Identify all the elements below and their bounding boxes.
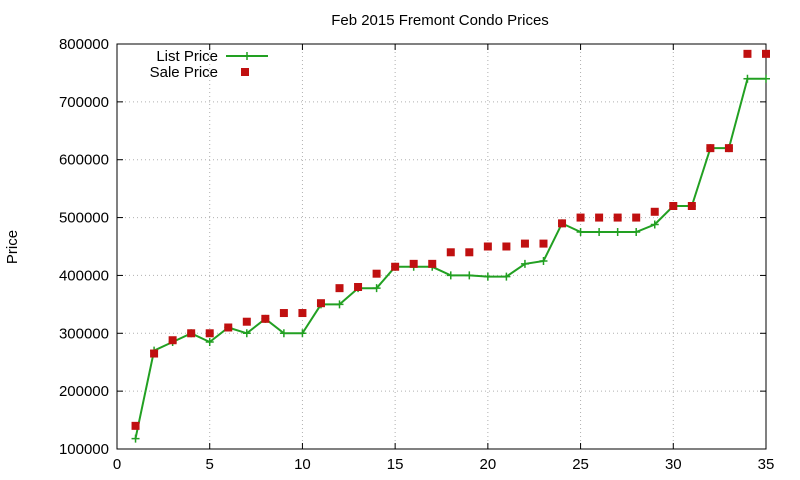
- y-tick-label: 200000: [59, 383, 109, 400]
- x-tick-label: 20: [480, 456, 497, 473]
- sale-price-point: [224, 323, 233, 332]
- sale-price-point: [762, 49, 770, 58]
- y-tick-label: 600000: [59, 152, 109, 169]
- sale-price-point: [428, 259, 437, 268]
- sale-price-point: [483, 242, 492, 251]
- legend-marker-list-price: [243, 52, 251, 60]
- sale-price-point: [391, 262, 400, 271]
- sale-price-point: [372, 269, 381, 278]
- sale-price-point: [446, 248, 455, 257]
- sale-price-point: [131, 421, 140, 430]
- sale-price-point: [242, 317, 251, 326]
- sale-price-point: [298, 309, 307, 318]
- y-tick-label: 100000: [59, 441, 109, 458]
- legend-label-sale-price: Sale Price: [150, 64, 218, 81]
- list-price-point: [372, 284, 381, 293]
- series-layer: [131, 49, 770, 443]
- list-price-point: [576, 228, 585, 237]
- series-sale-price: [131, 49, 770, 430]
- grid-lines: [117, 44, 766, 449]
- y-axis-label: Price: [4, 230, 21, 264]
- list-price-line: [134, 77, 766, 439]
- list-price-point: [465, 271, 474, 280]
- list-price-point: [762, 74, 770, 83]
- sale-price-point: [465, 248, 474, 257]
- sale-price-point: [576, 213, 585, 222]
- sale-price-point: [409, 259, 418, 268]
- sale-price-point: [205, 329, 214, 338]
- sale-price-point: [558, 219, 567, 228]
- sale-price-point: [539, 239, 548, 248]
- list-price-point: [502, 272, 511, 281]
- chart-title: Feb 2015 Fremont Condo Prices: [331, 12, 549, 29]
- x-tick-label: 25: [572, 456, 589, 473]
- list-price-point: [520, 259, 529, 268]
- list-price-point: [613, 228, 622, 237]
- sale-price-point: [168, 336, 177, 345]
- x-tick-label: 35: [758, 456, 775, 473]
- sale-price-point: [150, 349, 159, 358]
- x-tick-label: 0: [113, 456, 121, 473]
- list-price-point: [298, 329, 307, 338]
- sale-price-point: [261, 314, 270, 323]
- list-price-point: [632, 228, 641, 237]
- sale-price-point: [613, 213, 622, 222]
- sale-price-point: [520, 239, 529, 248]
- sale-price-point: [502, 242, 511, 251]
- sale-price-point: [595, 213, 604, 222]
- list-price-point: [205, 337, 214, 346]
- sale-price-point: [316, 299, 325, 308]
- list-price-point: [595, 228, 604, 237]
- list-price-point: [483, 272, 492, 281]
- x-tick-label: 30: [665, 456, 682, 473]
- list-price-point: [446, 271, 455, 280]
- y-tick-label: 300000: [59, 325, 109, 342]
- list-price-point: [650, 220, 659, 229]
- y-tick-label: 400000: [59, 267, 109, 284]
- sale-price-point: [724, 144, 733, 153]
- series-list-price: [131, 74, 770, 443]
- sale-price-point: [687, 202, 696, 210]
- list-price-point: [743, 74, 752, 83]
- legend-swatches: [226, 52, 268, 76]
- list-price-point: [131, 434, 140, 443]
- x-tick-label: 5: [206, 456, 214, 473]
- y-tick-label: 700000: [59, 94, 109, 111]
- plot-frame: [116, 43, 767, 450]
- sale-price-point: [632, 213, 641, 222]
- legend-label-list-price: List Price: [156, 48, 218, 65]
- list-price-point: [335, 300, 344, 309]
- sale-price-point: [354, 283, 363, 291]
- legend: List Price Sale Price: [150, 48, 268, 81]
- y-tick-label: 800000: [59, 36, 109, 53]
- sale-price-point: [335, 284, 344, 293]
- list-price-point: [539, 256, 548, 265]
- sale-price-point: [669, 202, 678, 210]
- sale-price-point: [743, 49, 752, 58]
- list-price-point: [279, 329, 288, 338]
- sale-price-point: [650, 207, 659, 216]
- sale-price-point: [279, 309, 288, 318]
- y-tick-label: 500000: [59, 210, 109, 227]
- sale-price-point: [706, 144, 715, 153]
- x-tick-label: 10: [294, 456, 311, 473]
- sale-price-point: [187, 329, 196, 338]
- x-tick-label: 15: [387, 456, 404, 473]
- list-price-point: [242, 329, 251, 338]
- axis-ticks: 0 5 10 15 20 25 30 35 100000 200000 300000 400000 50…: [59, 36, 774, 473]
- legend-swatch-sale-price: [241, 68, 249, 76]
